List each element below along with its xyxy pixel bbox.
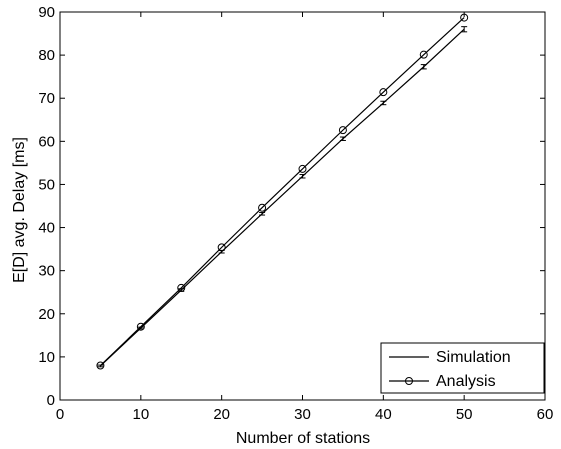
x-axis-label: Number of stations bbox=[236, 430, 370, 447]
y-tick-label: 40 bbox=[38, 220, 55, 237]
data-point-analysis bbox=[298, 164, 307, 173]
data-point-analysis bbox=[379, 88, 388, 97]
x-tick-label: 40 bbox=[375, 406, 392, 423]
x-tick-label: 0 bbox=[56, 406, 64, 423]
legend-label-analysis: Analysis bbox=[436, 373, 496, 390]
x-tick-label: 50 bbox=[456, 406, 473, 423]
y-tick-label: 60 bbox=[38, 133, 55, 150]
y-tick-label: 50 bbox=[38, 176, 55, 193]
data-point-analysis bbox=[419, 50, 428, 59]
y-tick-label: 70 bbox=[38, 90, 55, 107]
series-line-analysis bbox=[100, 17, 465, 366]
y-tick-label: 90 bbox=[38, 4, 55, 21]
y-tick-label: 10 bbox=[38, 349, 55, 366]
y-tick-label: 30 bbox=[38, 263, 55, 280]
data-point-analysis bbox=[217, 243, 226, 252]
x-tick-label: 10 bbox=[132, 406, 149, 423]
x-tick-label: 30 bbox=[294, 406, 311, 423]
data-point-analysis bbox=[258, 203, 267, 212]
y-tick-label: 20 bbox=[38, 306, 55, 323]
legend-marker-analysis bbox=[405, 377, 413, 385]
y-tick-label: 0 bbox=[47, 392, 55, 409]
axes-box bbox=[59, 11, 546, 401]
x-tick-label: 20 bbox=[213, 406, 230, 423]
data-point-analysis bbox=[177, 283, 186, 292]
plot-area bbox=[96, 13, 469, 370]
legend: Simulation Analysis bbox=[380, 342, 545, 394]
data-point-analysis bbox=[96, 361, 105, 370]
y-tick-label: 80 bbox=[38, 47, 55, 64]
x-tick-label: 60 bbox=[537, 406, 554, 423]
axes: 0 10 20 30 40 50 60 0 10 20 30 40 50 60 70 80 90 bbox=[38, 4, 553, 423]
y-axis-label: E[D] avg. Delay [ms] bbox=[11, 137, 28, 283]
legend-label-simulation: Simulation bbox=[436, 349, 511, 366]
data-point-analysis bbox=[136, 322, 145, 331]
data-point-analysis bbox=[338, 126, 347, 135]
series-line-simulation bbox=[100, 28, 465, 367]
